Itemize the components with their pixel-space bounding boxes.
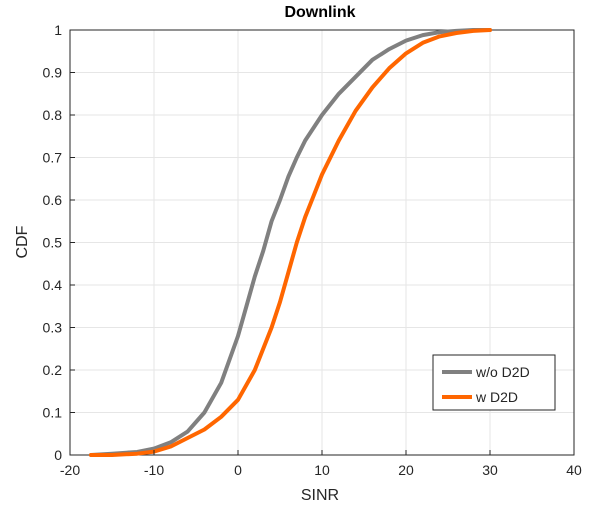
series-lines xyxy=(89,28,492,457)
y-tick-label: 0.7 xyxy=(43,150,63,166)
y-tick-label: 0.2 xyxy=(43,362,63,378)
x-tick-label: 40 xyxy=(566,462,582,478)
series-line-with-d2d xyxy=(89,28,492,457)
y-tick-label: 0.5 xyxy=(43,235,63,251)
x-tick-label: 20 xyxy=(398,462,414,478)
y-tick-label: 1 xyxy=(54,22,62,38)
y-tick-label: 0.6 xyxy=(43,192,63,208)
y-axis-ticks: 0 0.1 0.2 0.3 0.4 0.5 0.6 0.7 0.8 0.9 1 xyxy=(43,22,75,463)
legend-label-with-d2d: w D2D xyxy=(475,389,518,405)
x-axis-title: SINR xyxy=(301,487,339,504)
legend: w/o D2D w D2D xyxy=(432,354,556,411)
y-tick-label: 0.8 xyxy=(43,107,63,123)
x-tick-label: 0 xyxy=(234,462,242,478)
x-tick-label: -20 xyxy=(60,462,80,478)
x-tick-label: 30 xyxy=(482,462,498,478)
y-tick-label: 0.1 xyxy=(43,405,63,421)
chart-title: Downlink xyxy=(284,4,355,21)
legend-box xyxy=(432,354,556,411)
y-axis-title: CDF xyxy=(14,225,31,258)
legend-label-without-d2d: w/o D2D xyxy=(475,364,530,380)
y-tick-label: 0.9 xyxy=(43,65,63,81)
x-tick-label: -10 xyxy=(144,462,164,478)
y-tick-label: 0.3 xyxy=(43,320,63,336)
y-tick-label: 0.4 xyxy=(43,277,63,293)
x-tick-label: 10 xyxy=(314,462,330,478)
x-axis-ticks: -20 -10 0 10 20 30 40 xyxy=(60,450,582,478)
series-line-without-d2d xyxy=(89,28,492,457)
y-tick-label: 0 xyxy=(54,447,62,463)
